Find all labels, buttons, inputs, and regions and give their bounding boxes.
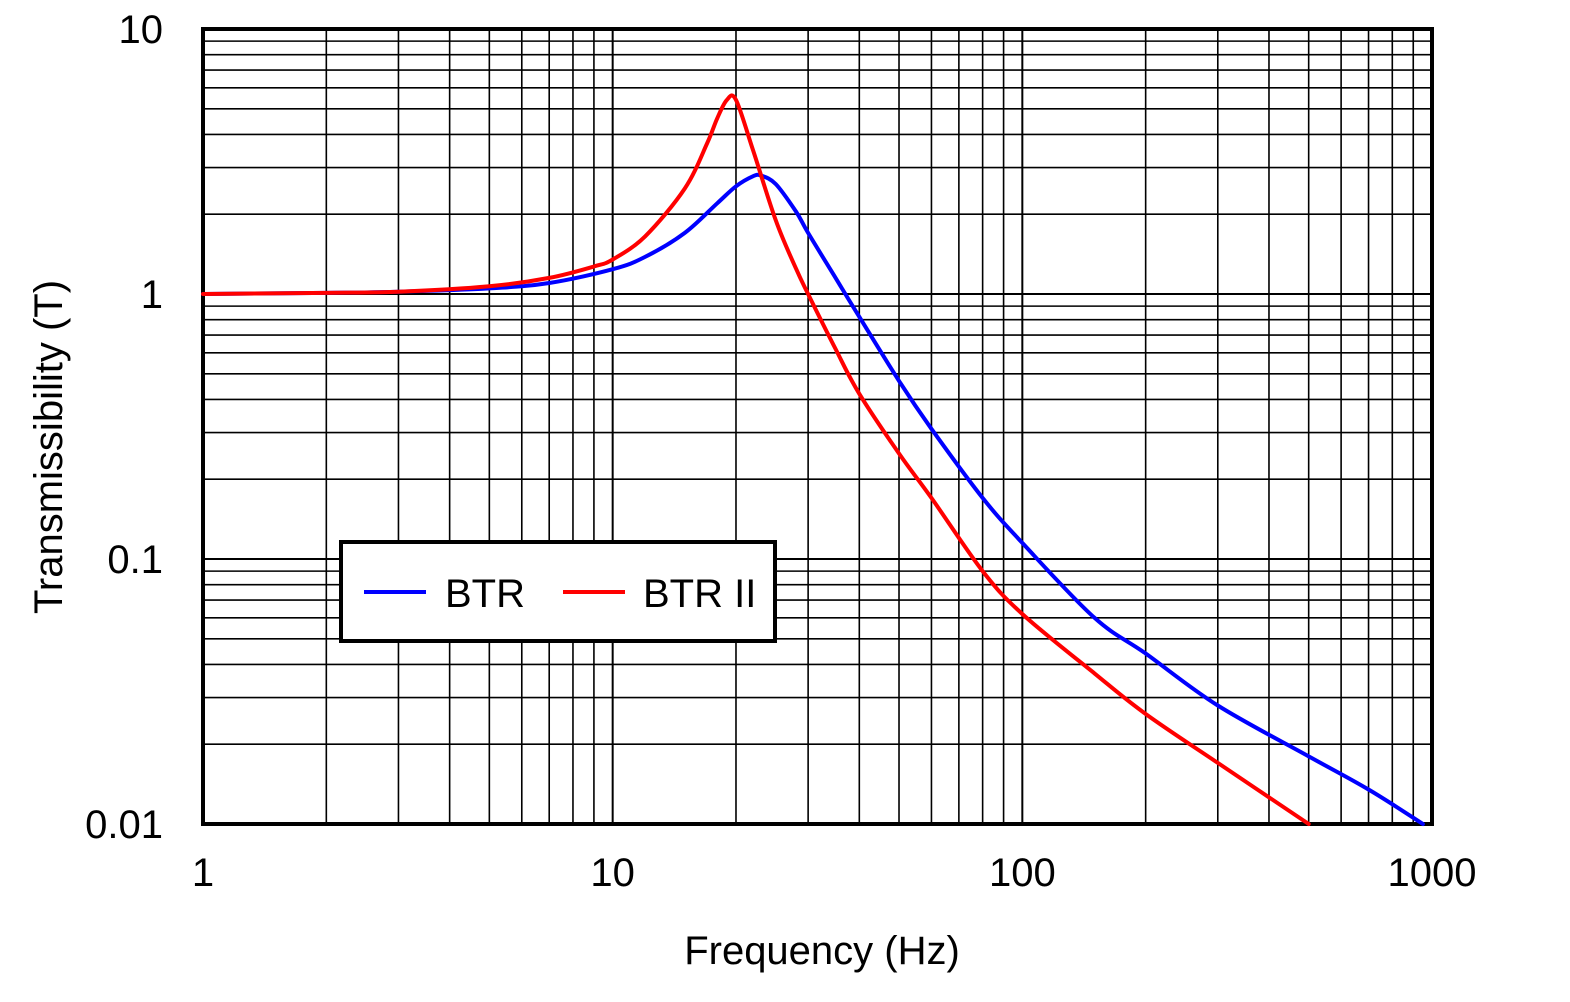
legend-label-btr-ii: BTR II [643, 572, 756, 616]
legend: BTR BTR II [339, 540, 777, 643]
y-axis-title: Transmissibility (T) [27, 280, 71, 614]
y-tick-labels: 0.01 0.1 1 10 [85, 8, 163, 847]
grid-lines [203, 29, 1432, 824]
x-tick-label: 10 [590, 851, 635, 895]
plot-frame [201, 27, 1434, 826]
x-tick-label: 1000 [1388, 851, 1477, 895]
y-tick-label: 1 [141, 273, 163, 317]
x-axis-title: Frequency (Hz) [684, 929, 960, 973]
series-layer [201, 93, 1425, 826]
y-tick-label: 0.01 [85, 803, 163, 847]
series-line-btr [201, 172, 1425, 826]
x-tick-label: 1 [192, 851, 214, 895]
x-tick-label: 100 [989, 851, 1056, 895]
legend-label-btr: BTR [445, 572, 525, 616]
series-line-btr-ii [201, 93, 1311, 826]
y-tick-label: 10 [119, 8, 164, 52]
y-tick-label: 0.1 [107, 538, 163, 582]
x-tick-labels: 1 10 100 1000 [192, 851, 1477, 895]
